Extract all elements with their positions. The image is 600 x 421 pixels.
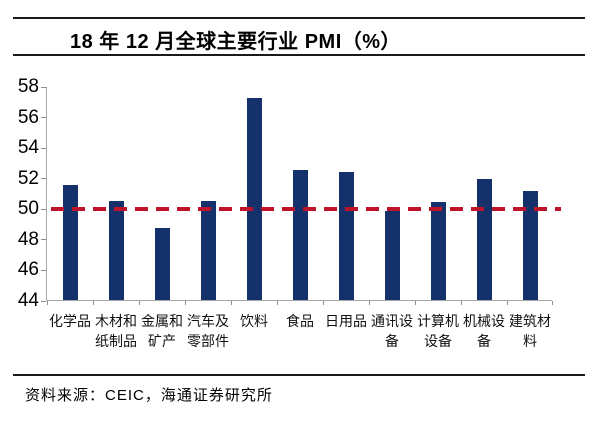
x-axis-category-label: 食品 bbox=[286, 313, 314, 329]
x-axis-category-label: 机械设 备 bbox=[463, 313, 505, 349]
y-axis-tick bbox=[41, 117, 46, 119]
x-axis-category-label: 木材和 纸制品 bbox=[95, 313, 137, 349]
y-axis-tick-label: 54 bbox=[17, 137, 39, 159]
x-axis-tick bbox=[231, 301, 232, 305]
x-axis-category-label: 金属和 矿产 bbox=[141, 313, 183, 349]
bar bbox=[108, 200, 124, 300]
x-axis-tick bbox=[323, 301, 324, 305]
y-axis-tick-label: 56 bbox=[17, 106, 39, 128]
y-axis-tick bbox=[41, 300, 46, 302]
x-axis-tick bbox=[507, 301, 508, 305]
bar bbox=[292, 170, 308, 300]
bar bbox=[154, 228, 170, 300]
bar bbox=[62, 185, 78, 300]
bar bbox=[522, 191, 538, 300]
source-note: 资料来源：CEIC，海通证券研究所 bbox=[25, 387, 273, 404]
plot-area: 58 56 54 52 50 48 46 44 化学品 木材和 纸制品 金属和 矿产 汽车及 零部件饮… bbox=[18, 77, 561, 349]
reference-line-50 bbox=[51, 207, 561, 212]
x-axis-tick bbox=[277, 301, 278, 305]
y-axis-tick bbox=[41, 178, 46, 180]
y-axis-tick-label: 44 bbox=[17, 290, 39, 311]
x-axis-tick bbox=[552, 301, 553, 305]
x-axis-tick bbox=[139, 301, 140, 305]
x-axis-tick bbox=[47, 301, 48, 305]
y-axis-tick bbox=[41, 147, 46, 149]
bar bbox=[384, 211, 400, 300]
chart-title: 18 年 12 月全球主要行业 PMI（%） bbox=[70, 31, 402, 53]
y-axis-tick-label: 48 bbox=[17, 228, 39, 250]
x-axis-tick bbox=[93, 301, 94, 305]
x-axis-tick bbox=[185, 301, 186, 305]
y-axis-tick-label: 50 bbox=[17, 198, 39, 220]
top-divider bbox=[13, 17, 585, 19]
x-axis-category-label: 通讯设 备 bbox=[371, 313, 413, 349]
bottom-divider bbox=[13, 374, 585, 376]
x-axis-tick bbox=[369, 301, 370, 305]
bar bbox=[430, 202, 446, 300]
bar bbox=[246, 98, 262, 300]
y-axis-tick-label: 58 bbox=[17, 76, 39, 97]
x-axis-category-label: 饮料 bbox=[240, 313, 268, 329]
x-axis-tick bbox=[461, 301, 462, 305]
y-axis-tick bbox=[41, 86, 46, 88]
title-divider bbox=[13, 54, 585, 56]
y-axis-tick-label: 46 bbox=[17, 259, 39, 281]
bar bbox=[476, 179, 492, 300]
y-axis-tick bbox=[41, 239, 46, 241]
x-axis-category-label: 日用品 bbox=[325, 313, 367, 329]
x-axis-category-label: 化学品 bbox=[49, 313, 91, 329]
bar bbox=[338, 171, 354, 300]
x-axis-category-label: 计算机 设备 bbox=[417, 313, 459, 349]
y-axis-tick bbox=[41, 208, 46, 210]
bar bbox=[200, 200, 216, 300]
x-axis-category-label: 汽车及 零部件 bbox=[187, 313, 229, 349]
y-axis-tick-label: 52 bbox=[17, 167, 39, 189]
x-axis-tick bbox=[415, 301, 416, 305]
x-axis-category-label: 建筑材 料 bbox=[509, 313, 551, 349]
y-axis-tick bbox=[41, 269, 46, 271]
